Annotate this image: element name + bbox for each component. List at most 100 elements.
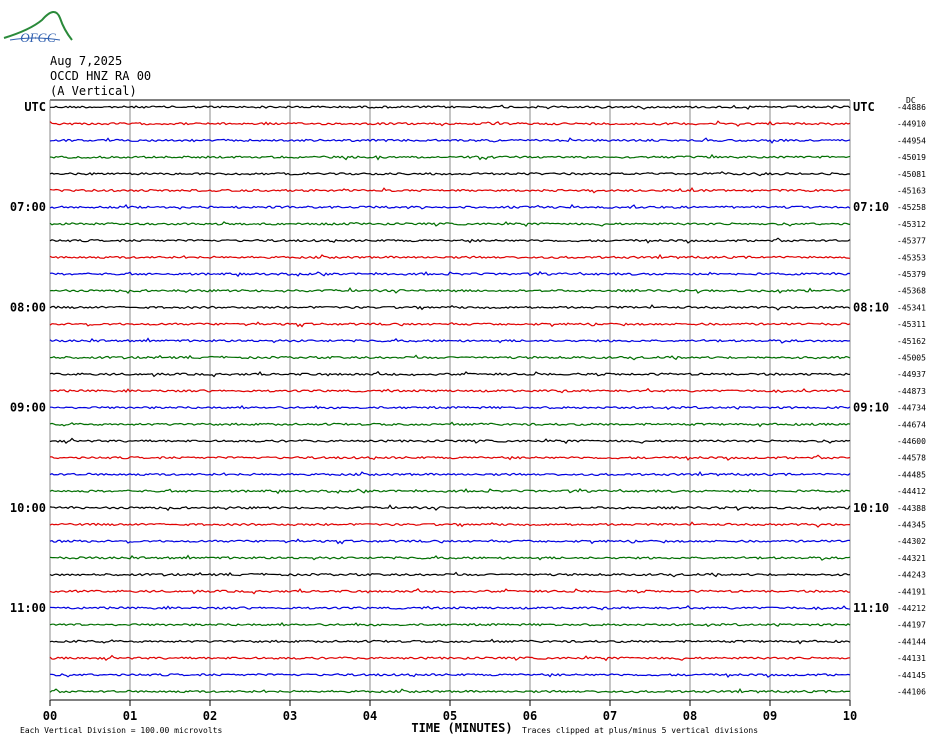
trace [49,504,851,512]
x-tick-label: 03 [283,709,297,723]
dc-offset: -44388 [897,504,926,513]
left-label: 07:00 [10,200,46,214]
trace [49,321,851,328]
dc-offset: -45377 [897,237,926,246]
trace [49,287,851,295]
dc-offset: -45162 [897,337,926,346]
x-tick-label: 06 [523,709,537,723]
trace [49,203,851,210]
right-label: 07:10 [853,200,889,214]
dc-offset: -44578 [897,454,926,463]
dc-offset: -45019 [897,153,926,162]
dc-offset: -44873 [897,387,926,396]
right-label: 10:10 [853,501,889,515]
dc-offset: -45005 [897,354,926,363]
right-label: 08:10 [853,300,889,314]
dc-offset: -44302 [897,537,926,546]
dc-offset: -45163 [897,187,926,196]
x-tick-label: 10 [843,709,857,723]
trace [49,270,851,278]
trace [49,387,851,394]
right-label: 11:10 [853,601,889,615]
trace [49,470,851,477]
trace [49,538,851,545]
dc-offset: -44145 [897,671,926,680]
trace [49,337,851,344]
dc-offset: -44937 [897,370,926,379]
left-label: 11:00 [10,601,46,615]
dc-offset: -44106 [897,688,926,697]
dc-header: DC [906,96,916,105]
x-tick-label: 00 [43,709,57,723]
dc-offset: -44243 [897,571,926,580]
dc-offset: -44212 [897,604,926,613]
trace [49,622,851,628]
left-label: 09:00 [10,401,46,415]
dc-offset: -44412 [897,487,926,496]
logo-text: OFGC [20,30,56,45]
dc-offset: -44600 [897,437,926,446]
dc-offset: -44131 [897,654,926,663]
left-label: 08:00 [10,300,46,314]
station: OCCD HNZ RA 00 [50,69,151,83]
dc-offset: -45081 [897,170,926,179]
dc-offset: -45311 [897,320,926,329]
dc-offset: -44144 [897,637,926,646]
footer-right: Traces clipped at plus/minus 5 vertical … [522,726,758,735]
dc-offset: -45379 [897,270,926,279]
dc-offset: -45353 [897,253,926,262]
trace [49,571,851,578]
x-tick-label: 05 [443,709,457,723]
trace [49,604,851,611]
trace [49,487,851,495]
dc-offset: -44321 [897,554,926,563]
right-label: 09:10 [853,401,889,415]
dc-offset: -44485 [897,470,926,479]
footer-left: Each Vertical Division = 100.00 microvol… [20,726,222,735]
dc-offset: -45341 [897,303,926,312]
dc-offset: -44910 [897,120,926,129]
trace [50,404,851,410]
trace [49,304,851,311]
x-tick-label: 09 [763,709,777,723]
trace [49,253,851,260]
trace [49,153,851,161]
trace [49,370,851,378]
trace [49,672,851,678]
x-tick-label: 07 [603,709,617,723]
dc-offset: -44886 [897,103,926,112]
trace [49,237,851,244]
logo: OFGC [3,11,73,45]
trace [49,437,851,445]
dc-offset: -44734 [897,404,926,413]
trace [49,421,851,428]
dc-offset: -45312 [897,220,926,229]
trace [50,454,851,461]
trace [49,688,851,694]
trace [50,104,851,110]
trace [49,137,851,144]
trace [49,186,851,194]
dc-offset: -44197 [897,621,926,630]
dc-offset: -44345 [897,521,926,530]
dc-offset: -44954 [897,136,926,145]
dc-offset: -45258 [897,203,926,212]
trace [49,587,851,595]
left-label: UTC [24,100,46,114]
dc-offset: -44674 [897,420,926,429]
trace [49,354,851,361]
x-tick-label: 08 [683,709,697,723]
trace [49,554,851,561]
x-tick-label: 02 [203,709,217,723]
dc-offset: -44191 [897,587,926,596]
trace [49,638,851,645]
trace [49,221,851,228]
x-axis-label: TIME (MINUTES) [411,721,512,735]
trace [49,171,851,177]
dc-offset: -45368 [897,287,926,296]
component: (A Vertical) [50,84,137,98]
date: Aug 7,2025 [50,54,122,68]
trace [49,521,851,528]
x-tick-label: 01 [123,709,137,723]
